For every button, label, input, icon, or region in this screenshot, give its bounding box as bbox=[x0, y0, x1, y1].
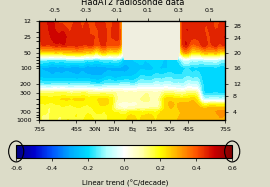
Title: HadAT2 radiosonde data: HadAT2 radiosonde data bbox=[81, 0, 184, 7]
Text: Linear trend (°C/decade): Linear trend (°C/decade) bbox=[82, 179, 169, 187]
